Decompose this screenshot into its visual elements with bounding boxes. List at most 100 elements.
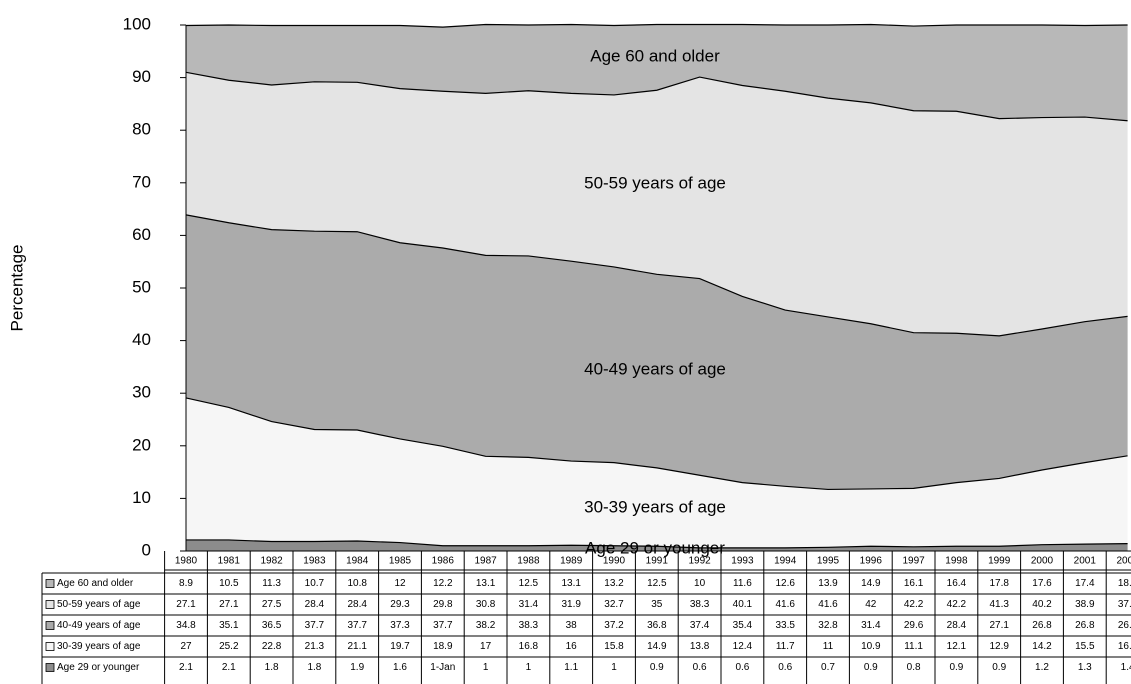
y-axis-label: Percentage [7,245,26,332]
table-cell: 1.9 [350,662,364,673]
x-tick-label: 1995 [817,556,840,567]
table-cell: 30.8 [476,599,496,610]
y-tick-label: 0 [142,540,151,559]
y-tick-label: 100 [123,14,151,33]
legend-label: 40-49 years of age [57,620,141,631]
table-cell: 37.7 [347,620,367,631]
table-cell: 27.1 [219,599,239,610]
table-cell: 12.2 [433,578,453,589]
x-tick-label: 1997 [902,556,925,567]
table-cell: 42.2 [947,599,967,610]
table-cell: 16.4 [947,578,967,589]
table-cell: 11.7 [776,641,795,652]
legend-swatch [45,621,55,630]
legend-swatch [45,642,55,651]
table-cell: 10 [694,578,706,589]
x-tick-label: 1986 [432,556,455,567]
table-cell: 15.5 [1075,641,1095,652]
x-tick-label: 1998 [945,556,968,567]
table-cell: 21.3 [305,641,325,652]
table-cell: 40.2 [1032,599,1052,610]
x-tick-label: 1985 [389,556,412,567]
area-edge [185,397,1128,491]
table-cell: 41.6 [775,599,795,610]
table-cell: 0.6 [778,662,792,673]
x-tick-label: 1996 [860,556,883,567]
table-cell: 27.1 [989,620,1009,631]
table-cell: 16.7 [1118,641,1131,652]
table-cell: 36.5 [262,620,282,631]
table-cell: 1.2 [1035,662,1049,673]
area [186,72,1128,336]
table-cell: 14.2 [1032,641,1052,652]
table-cell: 14.9 [861,578,881,589]
table-cell: 0.9 [949,662,963,673]
table-cell: 18.9 [433,641,453,652]
y-tick-label: 80 [132,120,151,139]
table-cell: 10.9 [861,641,881,652]
x-tick-label: 1983 [303,556,326,567]
table-cell: 28.4 [305,599,325,610]
x-tick-label: 2000 [1031,556,1054,567]
y-tick-label: 70 [132,172,151,191]
x-tick-label: 2001 [1074,556,1097,567]
table-cell: 29.6 [904,620,924,631]
table-cell: 21.1 [347,641,367,652]
x-tick-label: 1987 [474,556,497,567]
x-tick-label: 2002 [1116,556,1131,567]
table-cell: 12.9 [989,641,1009,652]
table-cell: 41.3 [989,599,1009,610]
table-cell: 16.8 [519,641,539,652]
x-tick-label: 1989 [560,556,583,567]
table-cell: 17.6 [1032,578,1052,589]
table-cell: 42 [865,599,877,610]
table-cell: 33.5 [775,620,795,631]
table-cell: 16 [566,641,578,652]
area [186,397,1128,548]
table-cell: 38.2 [476,620,496,631]
table-cell: 15.8 [604,641,624,652]
x-tick-label: 1991 [646,556,669,567]
table-cell: 1-Jan [430,662,455,673]
x-tick-label: 1993 [731,556,754,567]
table-cell: 27.5 [262,599,282,610]
x-tick-label: 1984 [346,556,369,567]
series-label: 30-39 years of age [584,497,726,516]
table-cell: 22.8 [262,641,282,652]
table-cell: 35.1 [219,620,239,631]
table-cell: 26.5 [1118,620,1131,631]
table-cell: 17.4 [1075,578,1095,589]
table-cell: 42.2 [904,599,924,610]
table-cell: 34.8 [176,620,196,631]
x-tick-label: 1980 [175,556,198,567]
table-cell: 27 [180,641,192,652]
legend-label: Age 60 and older [57,578,134,589]
table-cell: 0.9 [650,662,664,673]
area-edge [186,539,1128,549]
table-cell: 11.6 [733,578,752,589]
table-cell: 13.8 [690,641,710,652]
table-cell: 27.1 [176,599,196,610]
table-cell: 17 [480,641,492,652]
table-cell: 28.4 [347,599,367,610]
area [186,539,1128,551]
table-cell: 38.9 [1075,599,1095,610]
table-cell: 37.4 [690,620,710,631]
legend-swatch [45,600,55,609]
series-label: 40-49 years of age [584,359,726,378]
table-cell: 10.7 [305,578,325,589]
x-tick-label: 1990 [603,556,626,567]
table-cell: 18.2 [1118,578,1131,589]
y-tick-label: 50 [132,277,151,296]
table-cell: 38.3 [519,620,539,631]
table-cell: 37.2 [604,620,624,631]
table-cell: 0.6 [693,662,707,673]
table-cell: 12 [394,578,406,589]
table-cell: 1.8 [307,662,321,673]
table-cell: 35.4 [733,620,753,631]
table-cell: 37.7 [305,620,325,631]
table-cell: 0.9 [992,662,1006,673]
table-cell: 11.3 [262,578,281,589]
x-tick-label: 1988 [517,556,540,567]
table-cell: 0.6 [735,662,749,673]
